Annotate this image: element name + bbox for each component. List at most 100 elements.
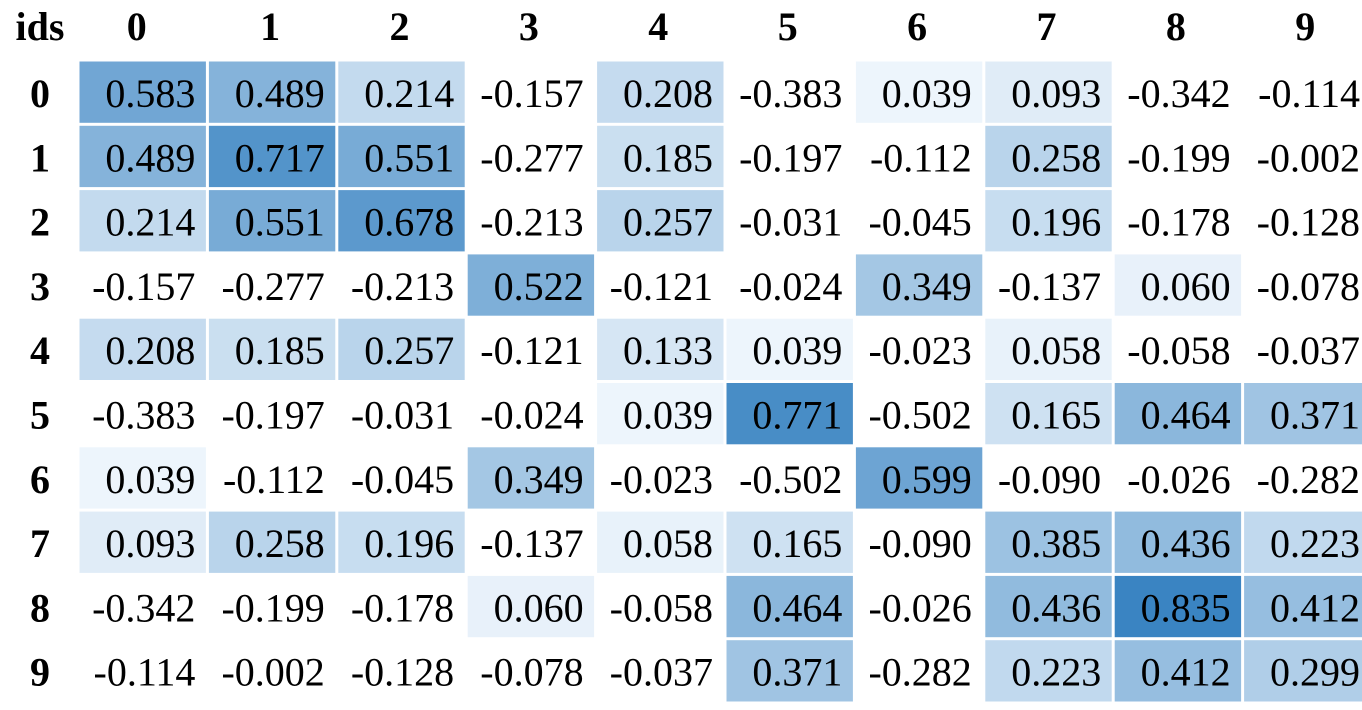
cell-value-6-6: 0.599 — [882, 457, 972, 502]
cell-value-2-7: 0.196 — [1011, 200, 1101, 245]
row-header-5: 5 — [30, 393, 50, 438]
cell-value-1-6: -0.112 — [870, 135, 972, 180]
cell-value-0-3: -0.157 — [480, 71, 583, 116]
cell-value-7-6: -0.090 — [868, 521, 971, 566]
heatmap-cell-2-1 — [208, 190, 336, 252]
heatmap-cell-1-4 — [597, 125, 724, 188]
cell-value-9-7: 0.223 — [1011, 650, 1101, 695]
cell-value-1-0: 0.489 — [105, 135, 195, 180]
heatmap-cell-8-3 — [467, 575, 595, 638]
cell-value-7-7: 0.385 — [1011, 521, 1101, 566]
cell-value-5-7: 0.165 — [1011, 393, 1101, 438]
cell-value-3-9: -0.078 — [1257, 264, 1360, 309]
heatmap-cell-2-0 — [79, 190, 206, 252]
cell-value-3-5: -0.024 — [739, 264, 842, 309]
cell-value-4-5: 0.039 — [752, 328, 842, 373]
heatmap-cell-6-6 — [855, 447, 983, 509]
heatmap-cell-5-7 — [985, 383, 1112, 445]
cell-value-2-9: -0.128 — [1257, 200, 1360, 245]
cell-value-1-1: 0.717 — [235, 135, 325, 180]
column-header-8: 8 — [1166, 4, 1186, 49]
cell-value-2-8: -0.178 — [1127, 200, 1230, 245]
cell-value-4-1: 0.185 — [235, 328, 325, 373]
cell-value-6-1: -0.112 — [223, 457, 325, 502]
cell-value-5-4: 0.039 — [623, 393, 713, 438]
cell-value-5-0: -0.383 — [92, 393, 195, 438]
column-header-6: 6 — [907, 4, 927, 49]
column-header-3: 3 — [519, 4, 539, 49]
heatmap-cell-2-7 — [985, 190, 1112, 252]
cell-value-0-7: 0.093 — [1011, 71, 1101, 116]
heatmap-cell-1-0 — [79, 125, 206, 188]
cell-value-7-0: 0.093 — [105, 521, 195, 566]
cell-value-8-2: -0.178 — [351, 585, 454, 630]
cell-value-2-0: 0.214 — [105, 200, 195, 245]
row-header-2: 2 — [30, 200, 50, 245]
heatmap-cell-5-4 — [597, 383, 724, 445]
cell-value-9-4: -0.037 — [610, 650, 713, 695]
cell-value-9-9: 0.299 — [1270, 650, 1360, 695]
cell-value-1-9: -0.002 — [1257, 135, 1360, 180]
cell-value-8-4: -0.058 — [610, 585, 713, 630]
cell-value-0-2: 0.214 — [364, 71, 454, 116]
cell-value-8-3: 0.060 — [494, 585, 584, 630]
cell-value-9-3: -0.078 — [480, 650, 583, 695]
heatmap-cell-3-8 — [1114, 254, 1242, 316]
heatmap-cell-4-1 — [208, 318, 336, 380]
cell-value-0-1: 0.489 — [235, 71, 325, 116]
cell-value-3-4: -0.121 — [610, 264, 713, 309]
cell-value-8-1: -0.199 — [221, 585, 324, 630]
cell-value-3-7: -0.137 — [998, 264, 1101, 309]
heatmap-cell-5-5 — [726, 383, 853, 445]
heatmap-cell-5-9 — [1244, 383, 1362, 445]
heatmap-cell-3-6 — [855, 254, 983, 316]
cell-value-6-2: -0.045 — [351, 457, 454, 502]
cell-value-1-2: 0.551 — [364, 135, 454, 180]
cell-value-0-8: -0.342 — [1127, 71, 1230, 116]
heatmap-cell-1-2 — [338, 125, 465, 188]
cell-value-9-6: -0.282 — [868, 650, 971, 695]
heatmap-cell-9-8 — [1114, 640, 1242, 702]
cell-value-2-6: -0.045 — [868, 200, 971, 245]
row-header-4: 4 — [30, 328, 50, 373]
cell-value-6-4: -0.023 — [610, 457, 713, 502]
cell-value-4-3: -0.121 — [480, 328, 583, 373]
heatmap-cell-0-6 — [855, 61, 983, 123]
cell-value-5-1: -0.197 — [221, 393, 324, 438]
heatmap-cell-7-7 — [985, 511, 1112, 573]
cell-value-2-2: 0.678 — [364, 200, 454, 245]
cell-value-1-7: 0.258 — [1011, 135, 1101, 180]
cell-value-1-3: -0.277 — [480, 135, 583, 180]
cell-value-3-8: 0.060 — [1141, 264, 1231, 309]
heatmap-cell-0-0 — [79, 61, 206, 123]
cell-value-7-2: 0.196 — [364, 521, 454, 566]
cell-value-4-9: -0.037 — [1257, 328, 1360, 373]
row-header-1: 1 — [30, 135, 50, 180]
cell-value-2-3: -0.213 — [480, 200, 583, 245]
cell-value-8-9: 0.412 — [1270, 585, 1360, 630]
cell-value-5-8: 0.464 — [1141, 393, 1231, 438]
heatmap-cell-8-9 — [1244, 575, 1362, 638]
column-header-7: 7 — [1037, 4, 1057, 49]
cell-value-1-5: -0.197 — [739, 135, 842, 180]
heatmap-cell-7-4 — [597, 511, 724, 573]
cell-value-6-8: -0.026 — [1127, 457, 1230, 502]
cell-value-6-0: 0.039 — [105, 457, 195, 502]
row-header-0: 0 — [30, 71, 50, 116]
cell-value-8-0: -0.342 — [92, 585, 195, 630]
heatmap-cell-7-8 — [1114, 511, 1242, 573]
heatmap-cell-4-5 — [726, 318, 853, 380]
heatmap-cell-0-7 — [985, 61, 1112, 123]
cell-value-0-4: 0.208 — [623, 71, 713, 116]
cell-value-6-3: 0.349 — [494, 457, 584, 502]
cell-value-9-2: -0.128 — [351, 650, 454, 695]
heatmap-cell-2-2 — [338, 190, 465, 252]
cell-value-5-9: 0.371 — [1270, 393, 1360, 438]
cell-value-8-8: 0.835 — [1141, 585, 1231, 630]
cell-value-3-3: 0.522 — [494, 264, 584, 309]
cell-value-6-7: -0.090 — [998, 457, 1101, 502]
heatmap-cell-7-5 — [726, 511, 853, 573]
column-header-9: 9 — [1295, 4, 1315, 49]
heatmap-cell-0-4 — [597, 61, 724, 123]
